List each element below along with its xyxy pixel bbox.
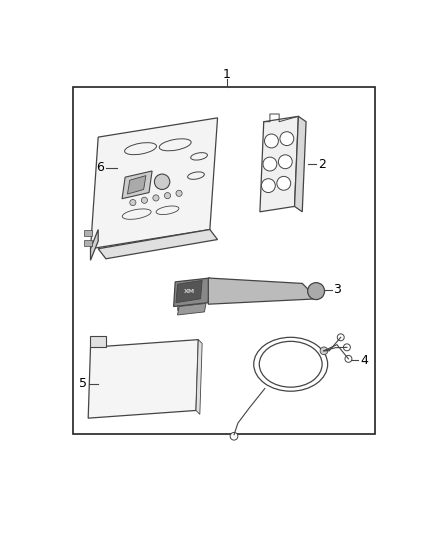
- Text: 4: 4: [360, 354, 368, 367]
- Polygon shape: [294, 116, 306, 212]
- Circle shape: [277, 176, 291, 190]
- Polygon shape: [177, 303, 206, 315]
- Polygon shape: [91, 230, 98, 260]
- Ellipse shape: [156, 206, 179, 215]
- Bar: [177, 305, 180, 310]
- Polygon shape: [260, 116, 298, 212]
- Polygon shape: [88, 340, 198, 418]
- Bar: [187, 305, 191, 310]
- Bar: [73, 87, 374, 433]
- Polygon shape: [208, 278, 318, 304]
- Circle shape: [320, 347, 328, 354]
- Polygon shape: [98, 230, 218, 259]
- Text: 1: 1: [223, 68, 231, 81]
- Text: 5: 5: [79, 377, 87, 390]
- Circle shape: [263, 157, 277, 171]
- Text: 6: 6: [96, 161, 103, 174]
- Circle shape: [153, 195, 159, 201]
- Bar: [85, 239, 92, 246]
- Polygon shape: [176, 280, 202, 303]
- Circle shape: [265, 134, 279, 148]
- Ellipse shape: [187, 172, 205, 179]
- Polygon shape: [196, 340, 202, 414]
- Circle shape: [343, 344, 350, 351]
- Ellipse shape: [191, 152, 208, 160]
- Bar: [193, 305, 197, 310]
- Circle shape: [164, 192, 170, 199]
- Ellipse shape: [124, 143, 156, 155]
- Circle shape: [261, 179, 276, 192]
- Circle shape: [141, 197, 148, 203]
- Text: XM: XM: [184, 289, 195, 294]
- Circle shape: [279, 155, 292, 168]
- Polygon shape: [91, 118, 218, 249]
- Polygon shape: [173, 278, 210, 306]
- Ellipse shape: [155, 174, 170, 189]
- Circle shape: [345, 356, 352, 362]
- Circle shape: [230, 432, 238, 440]
- Circle shape: [130, 199, 136, 206]
- Ellipse shape: [307, 282, 325, 300]
- Text: 2: 2: [318, 158, 325, 171]
- Circle shape: [280, 132, 294, 146]
- Polygon shape: [122, 171, 152, 199]
- Ellipse shape: [159, 139, 191, 151]
- Ellipse shape: [122, 209, 151, 219]
- Bar: [182, 305, 186, 310]
- Text: 3: 3: [333, 283, 341, 296]
- Circle shape: [176, 190, 182, 196]
- Bar: [85, 230, 92, 237]
- Polygon shape: [91, 336, 106, 348]
- Polygon shape: [127, 175, 146, 194]
- Circle shape: [337, 334, 344, 341]
